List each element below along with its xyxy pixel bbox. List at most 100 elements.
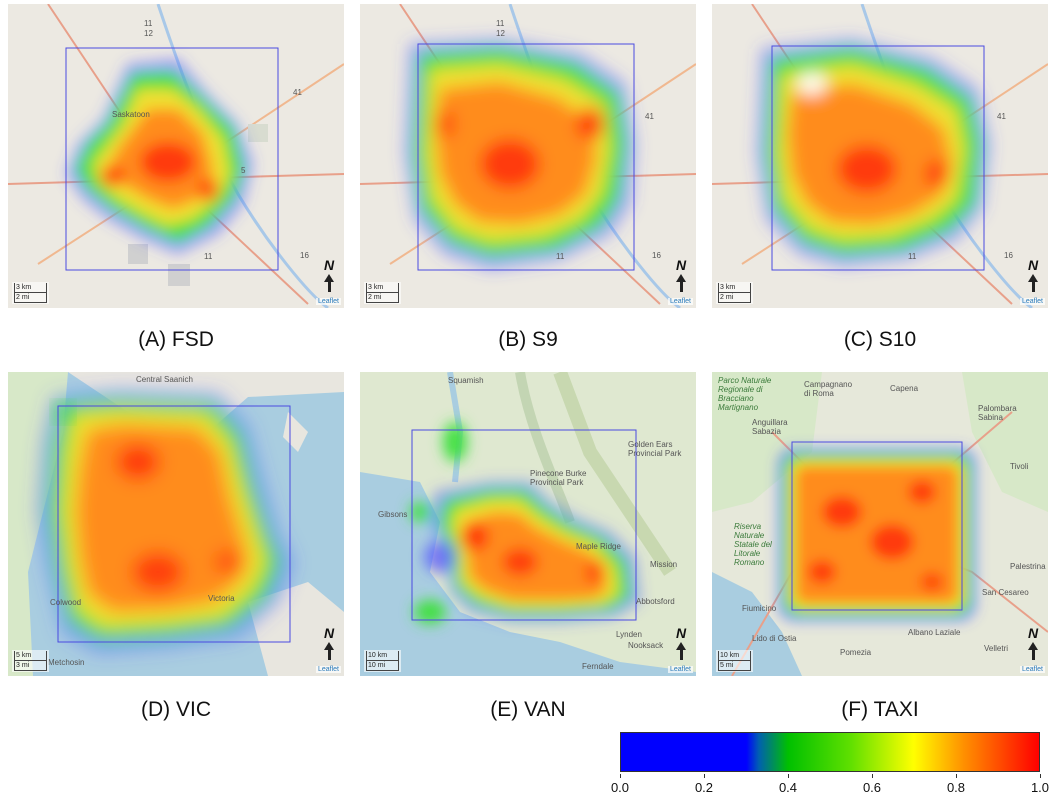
- place-label: Fiumicino: [742, 604, 777, 613]
- road-shield-label: 16: [300, 251, 309, 260]
- panel-caption: (F) TAXI: [841, 698, 919, 721]
- place-label: Metchosin: [48, 658, 85, 667]
- north-arrow-icon: N: [1024, 257, 1042, 292]
- north-arrow-icon: N: [672, 625, 690, 660]
- place-label: Ferndale: [582, 662, 614, 671]
- scale-km-label: 3 km: [366, 283, 399, 293]
- scale-km-label: 3 km: [718, 283, 751, 293]
- leaflet-attribution-link[interactable]: Leaflet: [315, 666, 341, 673]
- color-bar-tick-label: 0.0: [610, 780, 630, 795]
- scale-km-label: 10 km: [366, 651, 399, 661]
- place-label: San Cesareo: [982, 588, 1029, 597]
- color-bar-tick: [872, 774, 873, 778]
- place-label: Campagnano di Roma: [804, 380, 853, 398]
- road-shield-label: 11: [496, 19, 505, 28]
- heatmap-layer: [8, 4, 344, 308]
- north-label: N: [1027, 257, 1039, 273]
- color-bar-tick-label: 0.8: [946, 780, 966, 795]
- panel-caption: (A) FSD: [138, 328, 214, 351]
- road-shield-label: 11: [204, 252, 213, 261]
- color-bar-tick-label: 0.4: [778, 780, 798, 795]
- place-label: Albano Laziale: [908, 628, 961, 637]
- road-shield-label: 41: [997, 112, 1006, 121]
- place-label: Central Saanich: [136, 375, 193, 384]
- panel-caption: (E) VAN: [490, 698, 566, 721]
- scale-mi-label: 5 mi: [718, 661, 751, 671]
- panel-caption: (B) S9: [498, 328, 558, 351]
- road-shield-label: 16: [652, 251, 661, 260]
- color-bar-tick: [956, 774, 957, 778]
- place-label: Palestrina: [1010, 562, 1046, 571]
- map-panel-fsd[interactable]: 11 12 41 5 16 11 Saskatoon 3 km 2 mi N L…: [8, 4, 344, 308]
- north-label: N: [675, 625, 687, 641]
- color-bar-tick: [620, 774, 621, 778]
- north-arrow-icon: N: [1024, 625, 1042, 660]
- scale-km-label: 3 km: [14, 283, 47, 293]
- park-label: Parco Naturale Regionale di Bracciano Ma…: [718, 376, 772, 412]
- park-label: Pinecone Burke Provincial Park: [530, 469, 587, 487]
- color-bar-tick-label: 0.2: [694, 780, 714, 795]
- scale-km-label: 10 km: [718, 651, 751, 661]
- panel-caption: (D) VIC: [141, 698, 211, 721]
- leaflet-attribution-link[interactable]: Leaflet: [667, 666, 693, 673]
- city-label: Saskatoon: [112, 110, 150, 119]
- map-panel-taxi[interactable]: Parco Naturale Regionale di Bracciano Ma…: [712, 372, 1048, 676]
- place-label: Capena: [890, 384, 919, 393]
- scale-mi-label: 2 mi: [14, 293, 47, 303]
- place-label: Tivoli: [1010, 462, 1029, 471]
- scale-mi-label: 10 mi: [366, 661, 399, 671]
- road-shield-label: 41: [293, 88, 302, 97]
- color-bar-legend: 0.0 0.2 0.4 0.6 0.8 1.0: [611, 732, 1049, 795]
- leaflet-attribution-link[interactable]: Leaflet: [1019, 666, 1045, 673]
- north-label: N: [323, 257, 335, 273]
- heatmap-layer: [712, 372, 1048, 676]
- scale-bar: 10 km 5 mi: [716, 650, 753, 672]
- north-label: N: [675, 257, 687, 273]
- north-arrow-icon: N: [672, 257, 690, 292]
- scale-bar: 5 km 3 mi: [12, 650, 49, 672]
- place-label: Maple Ridge: [576, 542, 621, 551]
- scale-bar: 3 km 2 mi: [12, 282, 49, 304]
- scale-bar: 3 km 2 mi: [364, 282, 401, 304]
- place-label: Lynden: [616, 630, 642, 639]
- map-panel-vic[interactable]: Central Saanich Colwood Victoria Metchos…: [8, 372, 344, 676]
- place-label: Mission: [650, 560, 678, 569]
- leaflet-attribution-link[interactable]: Leaflet: [1019, 298, 1045, 305]
- color-bar-tick: [704, 774, 705, 778]
- scale-mi-label: 2 mi: [718, 293, 751, 303]
- road-shield-label: 12: [496, 29, 505, 38]
- heatmap-layer: [8, 372, 344, 676]
- place-label: Victoria: [208, 594, 235, 603]
- scale-bar: 10 km 10 mi: [364, 650, 401, 672]
- north-arrow-icon: N: [320, 625, 338, 660]
- heatmap-layer: [360, 372, 696, 676]
- leaflet-attribution-link[interactable]: Leaflet: [315, 298, 341, 305]
- place-label: Abbotsford: [636, 597, 675, 606]
- place-label: Nooksack: [628, 641, 664, 650]
- heatmap-layer: [712, 4, 1048, 308]
- road-shield-label: 41: [645, 112, 654, 121]
- map-panel-s10[interactable]: 41 16 11 3 km 2 mi N Leaflet: [712, 4, 1048, 308]
- color-bar-tick: [1040, 774, 1041, 778]
- north-label: N: [323, 625, 335, 641]
- panel-caption: (C) S10: [843, 328, 917, 351]
- color-bar-tick-label: 1.0: [1030, 780, 1050, 795]
- road-shield-label: 5: [241, 166, 246, 175]
- place-label: Gibsons: [378, 510, 408, 519]
- color-bar-tick-label: 0.6: [862, 780, 882, 795]
- place-label: Velletri: [984, 644, 1009, 653]
- color-bar-tick: [788, 774, 789, 778]
- color-bar-gradient: [620, 732, 1040, 772]
- road-shield-label: 11: [556, 252, 565, 261]
- place-label: Lido di Ostia: [752, 634, 797, 643]
- map-panel-van[interactable]: Squamish Golden Ears Provincial Park Pin…: [360, 372, 696, 676]
- place-label: Palombara Sabina: [978, 404, 1017, 422]
- road-shield-label: 12: [144, 29, 153, 38]
- road-shield-label: 16: [1004, 251, 1013, 260]
- park-label: Golden Ears Provincial Park: [628, 440, 682, 458]
- leaflet-attribution-link[interactable]: Leaflet: [667, 298, 693, 305]
- road-shield-label: 11: [908, 252, 917, 261]
- north-arrow-icon: N: [320, 257, 338, 292]
- map-panel-s9[interactable]: 11 12 41 16 11 3 km 2 mi N Leaflet: [360, 4, 696, 308]
- place-label: Colwood: [50, 598, 82, 607]
